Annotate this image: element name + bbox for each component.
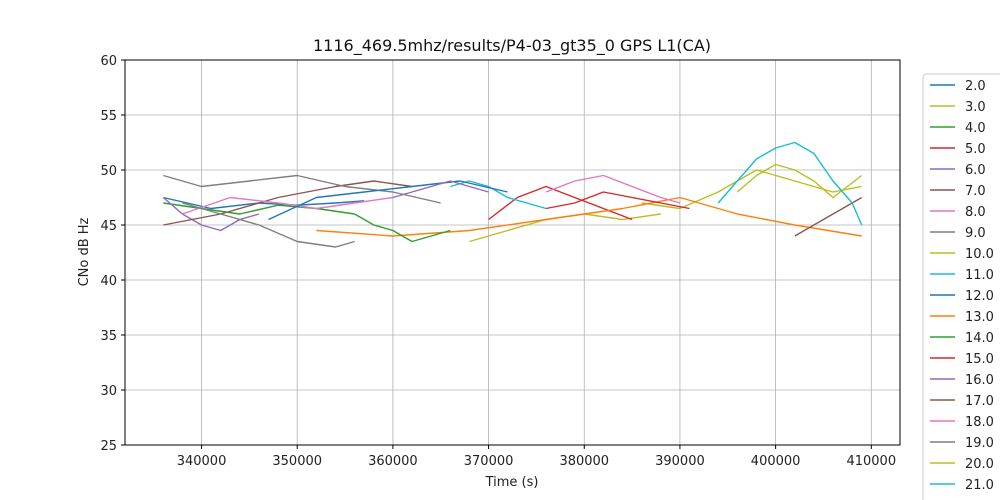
y-axis-label: CNo dB Hz xyxy=(77,217,92,286)
legend-label: 3.0 xyxy=(965,100,986,115)
legend-items: 2.0 3.0 4.0 5.0 6.0 7.0 8.0 9.0 10.0 11.0 12.0 13.0… xyxy=(930,79,994,493)
legend-label: 4.0 xyxy=(965,121,986,136)
legend-label: 13.0 xyxy=(965,310,994,325)
series-line-10-0 xyxy=(641,169,862,210)
series-line-15-0 xyxy=(545,191,690,210)
series-line-21-0 xyxy=(717,141,863,226)
series-line-5-0 xyxy=(488,185,633,221)
series-line-13-0 xyxy=(316,196,862,237)
y-tick-label: 30 xyxy=(100,384,117,399)
chart-title: 1116_469.5mhz/results/P4-03_gt35_0 GPS L… xyxy=(313,36,711,56)
legend-label: 20.0 xyxy=(965,457,994,472)
legend-label: 9.0 xyxy=(965,226,986,241)
y-tick-label: 55 xyxy=(100,109,117,124)
y-tick-label: 60 xyxy=(100,54,117,69)
legend-label: 16.0 xyxy=(965,373,994,388)
legend-label: 5.0 xyxy=(965,142,986,157)
x-tick-label: 370000 xyxy=(464,454,514,469)
series-line-17-0 xyxy=(794,196,863,237)
grid-lines xyxy=(125,59,900,446)
series-line-14-0 xyxy=(354,213,451,243)
x-tick-label: 400000 xyxy=(751,454,801,469)
axis-ticks: 340000 350000 360000 370000 380000 390000 4000… xyxy=(100,54,896,469)
legend: 2.0 3.0 4.0 5.0 6.0 7.0 8.0 9.0 10.0 11.0 12.0 13.0… xyxy=(922,73,1000,500)
legend-label: 11.0 xyxy=(965,268,994,283)
series-line-18-0 xyxy=(545,174,681,204)
series-line-19-0 xyxy=(182,202,355,248)
legend-box xyxy=(922,73,1000,500)
plot-frame xyxy=(124,59,901,446)
series-line-3-0 xyxy=(469,213,661,243)
legend-label: 19.0 xyxy=(965,436,994,451)
y-tick-label: 45 xyxy=(100,219,117,234)
legend-label: 17.0 xyxy=(965,394,994,409)
y-tick-label: 40 xyxy=(100,274,117,289)
y-tick-label: 25 xyxy=(100,439,117,454)
x-tick-label: 410000 xyxy=(846,454,896,469)
x-tick-label: 340000 xyxy=(177,454,227,469)
legend-label: 10.0 xyxy=(965,247,994,262)
x-axis-label: Time (s) xyxy=(485,475,539,490)
x-tick-label: 390000 xyxy=(655,454,705,469)
legend-label: 8.0 xyxy=(965,205,986,220)
legend-label: 12.0 xyxy=(965,289,994,304)
series-line-12-0 xyxy=(268,180,508,221)
x-tick-label: 350000 xyxy=(272,454,322,469)
series-line-20-0 xyxy=(736,163,863,199)
series-line-7-0 xyxy=(163,180,413,226)
x-tick-label: 380000 xyxy=(559,454,609,469)
series-line-4-0 xyxy=(163,202,355,215)
series-line-9-0 xyxy=(163,174,441,204)
legend-label: 21.0 xyxy=(965,478,994,493)
series-line-16-0 xyxy=(392,180,489,199)
legend-label: 6.0 xyxy=(965,163,986,178)
legend-label: 2.0 xyxy=(965,79,986,94)
legend-label: 7.0 xyxy=(965,184,986,199)
x-tick-label: 360000 xyxy=(368,454,418,469)
legend-label: 15.0 xyxy=(965,352,994,367)
legend-label: 14.0 xyxy=(965,331,994,346)
y-tick-label: 35 xyxy=(100,329,117,344)
legend-label: 18.0 xyxy=(965,415,994,430)
y-tick-label: 50 xyxy=(100,164,117,179)
series-line-6-0 xyxy=(162,196,260,232)
series-lines xyxy=(162,141,863,248)
